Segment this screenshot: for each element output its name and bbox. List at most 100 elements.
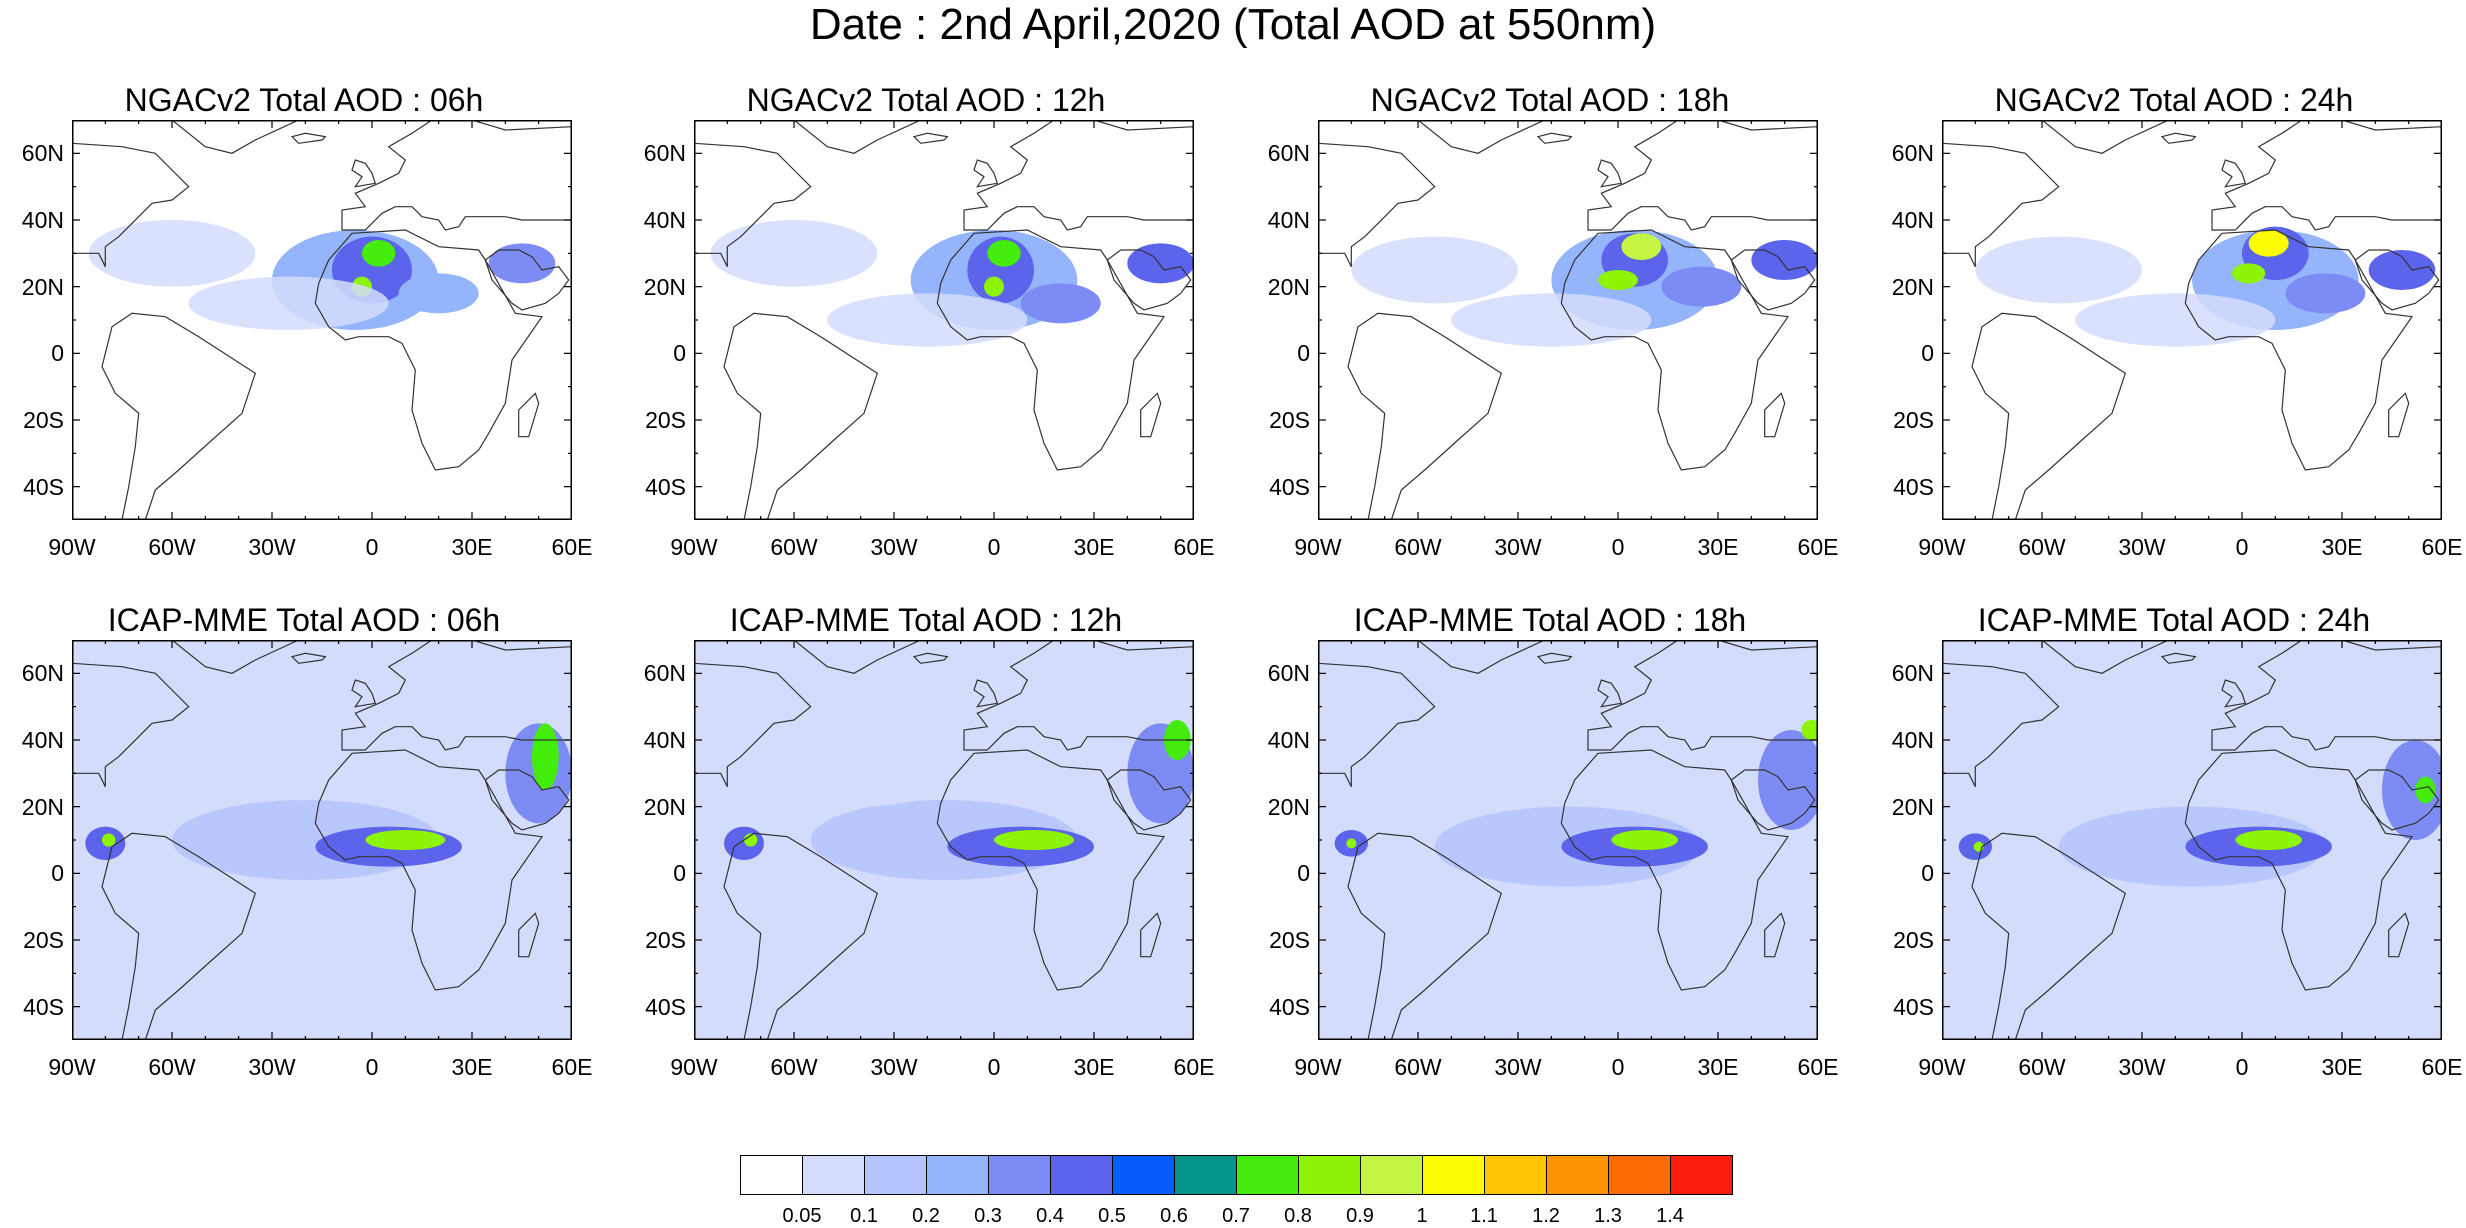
coastline xyxy=(723,312,879,520)
figure-title: Date : 2nd April,2020 (Total AOD at 550n… xyxy=(809,0,1657,49)
coastline xyxy=(1730,769,1816,831)
aod-region xyxy=(532,723,559,790)
aod-region xyxy=(1451,293,1652,347)
colorbar-label: 1.4 xyxy=(1656,1205,1684,1227)
coastline xyxy=(1536,132,1573,144)
panel-title: NGACv2 Total AOD : 06h xyxy=(124,82,484,118)
lat-label: 0 xyxy=(1297,340,1310,367)
lat-label: 60N xyxy=(643,140,686,167)
coastline xyxy=(1764,912,1786,958)
coastline xyxy=(2354,249,2440,311)
aod-region xyxy=(1751,240,1818,280)
coastline xyxy=(1140,912,1162,958)
coastline xyxy=(1597,679,1623,708)
lat-label: 40S xyxy=(23,993,64,1020)
coastline xyxy=(1560,229,1790,471)
colorbar-label: 0.8 xyxy=(1284,1205,1312,1227)
aod-region xyxy=(1975,236,2142,304)
coastline xyxy=(2211,640,2442,751)
coastline xyxy=(973,679,999,708)
lat-label: 40N xyxy=(643,727,686,753)
colorbar-swatch xyxy=(740,1155,803,1195)
lat-label: 0 xyxy=(673,340,686,367)
lat-label: 40S xyxy=(645,473,686,500)
lon-label: 30W xyxy=(248,534,296,560)
coastline xyxy=(694,662,812,787)
lat-label: 20N xyxy=(1891,273,1934,300)
aod-region xyxy=(2368,250,2436,290)
aod-region xyxy=(188,276,389,330)
aod-region xyxy=(2232,263,2266,284)
lat-label: 40S xyxy=(23,473,64,500)
lon-label: 30W xyxy=(1494,534,1542,560)
aod-region xyxy=(1801,720,1818,740)
colorbar-label: 0.1 xyxy=(850,1205,878,1227)
lat-label: 0 xyxy=(51,340,64,367)
coastline xyxy=(484,249,570,311)
aod-region xyxy=(1598,270,1638,290)
aod-map xyxy=(694,640,1194,1040)
coastline xyxy=(2221,159,2247,188)
aod-region xyxy=(365,830,446,850)
colorbar-label: 0.4 xyxy=(1036,1205,1064,1227)
lon-label: 30W xyxy=(870,534,918,560)
coastline xyxy=(1318,142,1436,267)
colorbar-swatch xyxy=(1298,1155,1361,1195)
coastline xyxy=(72,142,190,267)
lon-label: 60E xyxy=(2421,534,2463,560)
lon-label: 60E xyxy=(1797,1054,1839,1080)
aod-region xyxy=(1020,283,1101,324)
aod-region xyxy=(1621,233,1662,260)
lat-label: 20S xyxy=(645,927,686,953)
aod-region xyxy=(827,293,1028,347)
aod-region xyxy=(744,833,758,847)
lon-label: 30E xyxy=(1697,1054,1739,1080)
lat-label: 40N xyxy=(21,727,64,753)
colorbar-label: 0.9 xyxy=(1346,1205,1374,1227)
lon-label: 60E xyxy=(551,1054,593,1080)
colorbar-swatch xyxy=(1050,1155,1113,1195)
colorbar-swatch xyxy=(1236,1155,1299,1195)
lon-label: 60W xyxy=(770,1054,818,1080)
lat-label: 20N xyxy=(643,273,686,300)
panel-title: ICAP-MME Total AOD : 18h xyxy=(1353,602,1747,638)
coastline xyxy=(1347,312,1503,520)
lat-label: 20N xyxy=(1267,273,1310,300)
aod-region xyxy=(2415,776,2436,804)
coastline xyxy=(1417,640,1545,674)
lon-label: 0 xyxy=(987,1054,1001,1080)
aod-region xyxy=(1127,243,1194,284)
coastline xyxy=(341,640,572,751)
aod-region xyxy=(2075,293,2276,347)
coastline xyxy=(1971,832,2127,1040)
coastline xyxy=(1417,120,1545,154)
coastline xyxy=(290,132,327,144)
lon-label: 60E xyxy=(1173,1054,1215,1080)
aod-region xyxy=(1484,673,1752,774)
colorbar-swatch xyxy=(1484,1155,1547,1195)
lon-label: 90W xyxy=(1294,1054,1342,1080)
lon-label: 30E xyxy=(451,534,493,560)
lat-label: 20S xyxy=(1269,407,1310,433)
colorbar-swatch xyxy=(926,1155,989,1195)
coastline xyxy=(2388,912,2410,958)
lat-label: 40N xyxy=(1891,727,1934,753)
coastline xyxy=(793,120,921,154)
aod-region xyxy=(724,826,764,860)
lon-label: 0 xyxy=(2235,534,2249,560)
coastline xyxy=(2160,132,2197,144)
lat-label: 20N xyxy=(21,273,64,300)
aod-region xyxy=(987,240,1021,267)
colorbar-swatch xyxy=(1422,1155,1485,1195)
lat-label: 20S xyxy=(23,407,64,433)
lon-label: 30E xyxy=(1073,534,1115,560)
coastline xyxy=(101,312,257,520)
aod-region xyxy=(398,273,479,314)
coastline xyxy=(1942,142,2060,267)
aod-map xyxy=(1318,120,1818,520)
lon-label: 60W xyxy=(148,1054,196,1080)
lat-label: 0 xyxy=(1921,860,1934,887)
lon-label: 60W xyxy=(770,534,818,560)
coastline xyxy=(2041,640,2169,674)
lat-label: 40N xyxy=(643,207,686,233)
